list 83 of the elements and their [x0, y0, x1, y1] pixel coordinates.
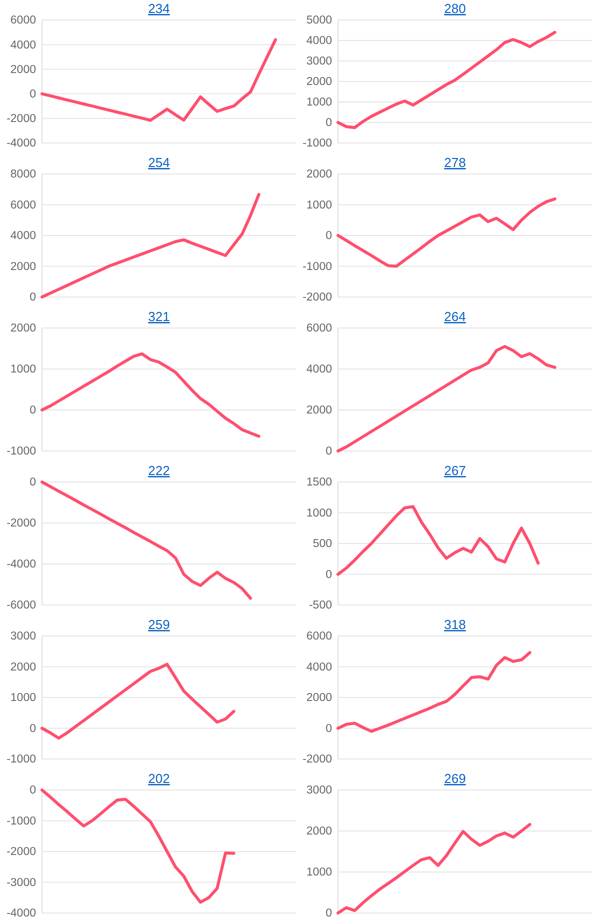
y-tick-label: 1500 [306, 476, 332, 489]
line-series [40, 192, 260, 298]
y-tick-label: 5000 [306, 14, 332, 27]
y-tick-label: 2000 [306, 692, 332, 704]
y-tick-label: 1000 [306, 507, 332, 520]
y-tick-label: -6000 [6, 600, 36, 612]
y-tick-label: -1000 [6, 754, 36, 766]
y-tick-label: -2000 [6, 113, 36, 126]
y-tick-label: 0 [30, 722, 36, 735]
y-tick-label: 0 [30, 476, 36, 489]
y-tick-label: 2000 [306, 76, 332, 88]
line-series [336, 30, 556, 130]
y-tick-label: 0 [30, 88, 36, 100]
y-tick-label: 0 [326, 568, 332, 581]
y-tick-label: 2000 [10, 322, 36, 335]
line-series [40, 38, 278, 122]
chart-title: 222 [148, 463, 170, 478]
y-tick-label: 2000 [306, 404, 332, 417]
chart-title: 278 [444, 155, 466, 170]
y-tick-label: -1000 [302, 260, 332, 273]
y-tick-label: 4000 [10, 230, 36, 242]
y-tick-label: 4000 [306, 35, 332, 48]
y-tick-label: 4000 [306, 661, 332, 674]
y-tick-label: 4000 [10, 39, 36, 52]
y-tick-label: -2000 [302, 292, 332, 304]
y-tick-label: -2000 [302, 754, 332, 766]
chart-title: 264 [444, 309, 466, 324]
y-tick-label: 4000 [306, 364, 332, 376]
line-series [40, 480, 252, 600]
y-tick-label: 0 [326, 908, 332, 920]
y-tick-label: 2000 [10, 64, 36, 76]
y-tick-label: 0 [326, 230, 332, 242]
line-series [40, 352, 260, 438]
y-tick-label: -3000 [6, 876, 36, 889]
y-tick-label: 1000 [10, 364, 36, 376]
y-tick-label: 3000 [306, 56, 332, 68]
chart-title: 280 [444, 1, 466, 16]
chart-title: 202 [148, 771, 170, 786]
y-tick-label: 6000 [10, 14, 36, 27]
y-tick-label: 2000 [10, 260, 36, 273]
y-tick-label: 3000 [10, 630, 36, 643]
line-series [336, 822, 532, 914]
y-tick-label: 1000 [306, 866, 332, 879]
chart-title: 234 [148, 1, 170, 16]
y-tick-label: 6000 [10, 199, 36, 212]
chart-title: 267 [444, 463, 466, 478]
chart-title: 254 [148, 155, 170, 170]
line-series [336, 651, 532, 733]
y-tick-label: 2000 [306, 168, 332, 181]
y-tick-label: -2000 [6, 846, 36, 858]
line-series [336, 197, 556, 268]
y-tick-label: 2000 [306, 826, 332, 838]
chart-title: 259 [148, 617, 170, 632]
y-tick-label: -500 [308, 600, 332, 612]
line-series [40, 662, 236, 740]
chart-title: 269 [444, 771, 466, 786]
y-tick-label: 6000 [306, 630, 332, 643]
y-tick-label: -4000 [6, 138, 36, 150]
y-tick-label: 8000 [10, 168, 36, 181]
y-tick-label: 1000 [306, 199, 332, 212]
y-tick-label: 500 [312, 538, 332, 550]
line-series [336, 344, 556, 452]
y-tick-label: 1000 [306, 96, 332, 109]
y-tick-label: 0 [30, 784, 36, 797]
y-tick-label: 0 [30, 404, 36, 417]
y-tick-label: -1000 [6, 815, 36, 828]
line-series [336, 505, 540, 576]
y-tick-label: 0 [326, 446, 332, 458]
y-tick-label: 6000 [306, 322, 332, 335]
y-tick-label: 2000 [10, 661, 36, 674]
y-tick-label: 0 [326, 117, 332, 130]
y-tick-label: 0 [326, 722, 332, 735]
chart-title: 318 [444, 617, 466, 632]
y-tick-label: 1000 [10, 692, 36, 704]
y-tick-label: -1000 [6, 446, 36, 458]
y-tick-label: 3000 [306, 784, 332, 797]
line-series [40, 788, 236, 904]
y-tick-label: -4000 [6, 558, 36, 571]
y-tick-label: -2000 [6, 518, 36, 530]
y-tick-label: 0 [30, 292, 36, 304]
chart-title: 321 [148, 309, 170, 324]
y-tick-label: -4000 [6, 908, 36, 920]
y-tick-label: -1000 [302, 138, 332, 150]
